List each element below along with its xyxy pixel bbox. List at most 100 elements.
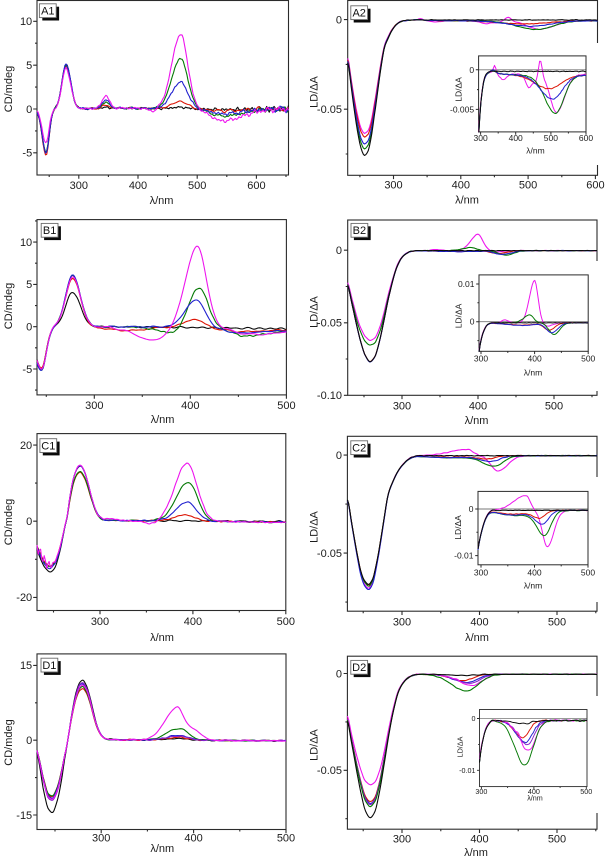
svg-text:0: 0 [336, 14, 342, 26]
svg-text:D2: D2 [352, 662, 366, 674]
svg-text:LD/ΔA: LD/ΔA [453, 515, 463, 540]
svg-text:500: 500 [581, 567, 595, 577]
svg-text:-0.05: -0.05 [317, 104, 342, 116]
svg-text:300: 300 [474, 133, 488, 143]
svg-text:D1: D1 [42, 660, 56, 672]
svg-text:0.01: 0.01 [458, 279, 475, 289]
svg-text:λ/nm: λ/nm [524, 368, 542, 378]
svg-text:20: 20 [20, 440, 32, 452]
svg-text:LD/ΔA: LD/ΔA [309, 75, 321, 107]
svg-text:A1: A1 [41, 6, 54, 18]
svg-text:300: 300 [393, 617, 411, 629]
svg-text:400: 400 [528, 787, 540, 796]
svg-text:λ/nm: λ/nm [151, 414, 175, 426]
svg-text:C1: C1 [41, 441, 55, 453]
svg-text:CD/mdeg: CD/mdeg [3, 66, 15, 112]
svg-text:LD/ΔA: LD/ΔA [309, 510, 321, 542]
svg-text:500: 500 [519, 179, 537, 191]
svg-text:500: 500 [188, 180, 206, 192]
svg-text:400: 400 [452, 179, 470, 191]
svg-text:15: 15 [20, 660, 32, 672]
svg-text:500: 500 [544, 133, 558, 143]
svg-text:0: 0 [469, 65, 474, 75]
svg-text:500: 500 [548, 617, 566, 629]
svg-text:300: 300 [91, 616, 109, 628]
svg-text:0: 0 [470, 317, 475, 327]
svg-text:300: 300 [474, 354, 488, 364]
svg-text:10: 10 [20, 16, 32, 28]
svg-text:600: 600 [247, 180, 265, 192]
svg-text:-15: -15 [16, 810, 32, 822]
svg-text:300: 300 [85, 400, 103, 412]
svg-text:-0.10: -0.10 [317, 390, 342, 402]
svg-text:λ/nm: λ/nm [464, 847, 488, 858]
svg-text:λ/nm: λ/nm [465, 415, 489, 427]
svg-text:0: 0 [26, 104, 32, 116]
svg-text:0: 0 [336, 668, 342, 680]
svg-text:-0.05: -0.05 [317, 765, 342, 777]
svg-text:λ/nm: λ/nm [455, 195, 479, 207]
svg-text:300: 300 [70, 180, 88, 192]
svg-text:400: 400 [470, 617, 488, 629]
svg-text:400: 400 [129, 180, 147, 192]
svg-text:-20: -20 [16, 592, 32, 604]
svg-text:λ/nm: λ/nm [527, 794, 543, 803]
svg-text:500: 500 [545, 401, 563, 413]
svg-text:300: 300 [393, 834, 411, 846]
svg-text:500: 500 [581, 354, 595, 364]
svg-text:-5: -5 [22, 364, 32, 376]
svg-text:λ/nm: λ/nm [524, 581, 542, 591]
svg-text:0: 0 [336, 245, 342, 257]
svg-text:-5: -5 [22, 148, 32, 160]
svg-text:300: 300 [474, 567, 488, 577]
svg-text:CD/mdeg: CD/mdeg [3, 499, 15, 545]
svg-text:λ/nm: λ/nm [526, 146, 544, 156]
svg-text:B1: B1 [43, 225, 56, 237]
svg-text:400: 400 [469, 401, 487, 413]
svg-text:600: 600 [579, 133, 593, 143]
svg-text:400: 400 [184, 616, 202, 628]
svg-text:C2: C2 [352, 443, 366, 455]
svg-text:λ/nm: λ/nm [150, 843, 174, 855]
svg-text:300: 300 [92, 833, 110, 845]
svg-text:500: 500 [548, 834, 566, 846]
svg-text:300: 300 [475, 787, 487, 796]
svg-text:LD/ΔA: LD/ΔA [456, 736, 465, 757]
svg-text:0: 0 [336, 450, 342, 462]
svg-text:0: 0 [472, 714, 476, 723]
svg-text:-0.005: -0.005 [450, 104, 474, 114]
svg-text:0: 0 [26, 516, 32, 528]
svg-text:300: 300 [393, 401, 411, 413]
svg-text:A2: A2 [352, 8, 365, 20]
svg-text:LD/ΔA: LD/ΔA [454, 303, 464, 328]
svg-text:0: 0 [26, 322, 32, 334]
svg-text:B2: B2 [353, 225, 366, 237]
svg-text:-0.05: -0.05 [317, 548, 342, 560]
svg-text:400: 400 [184, 833, 202, 845]
svg-text:0: 0 [26, 735, 32, 747]
svg-text:400: 400 [509, 133, 523, 143]
svg-text:400: 400 [528, 354, 542, 364]
svg-text:400: 400 [470, 834, 488, 846]
svg-text:5: 5 [26, 60, 32, 72]
svg-text:LD/ΔA: LD/ΔA [309, 295, 321, 327]
svg-text:500: 500 [580, 787, 592, 796]
svg-text:600: 600 [586, 179, 604, 191]
svg-text:0: 0 [469, 504, 474, 514]
svg-text:λ/nm: λ/nm [150, 632, 174, 644]
svg-text:300: 300 [384, 179, 402, 191]
svg-text:10: 10 [20, 237, 32, 249]
svg-text:500: 500 [277, 616, 295, 628]
svg-text:LD/ΔA: LD/ΔA [454, 77, 464, 102]
svg-text:500: 500 [277, 833, 295, 845]
svg-text:500: 500 [277, 400, 295, 412]
svg-text:CD/mdeg: CD/mdeg [3, 283, 15, 329]
svg-text:λ/nm: λ/nm [150, 195, 174, 207]
svg-text:-0.01: -0.01 [459, 766, 475, 775]
svg-text:-0.01: -0.01 [454, 551, 474, 561]
svg-text:λ/nm: λ/nm [465, 632, 489, 644]
svg-text:5: 5 [26, 279, 32, 291]
svg-text:-0.05: -0.05 [317, 318, 342, 330]
svg-text:LD/ΔA: LD/ΔA [309, 728, 321, 760]
svg-text:400: 400 [527, 567, 541, 577]
